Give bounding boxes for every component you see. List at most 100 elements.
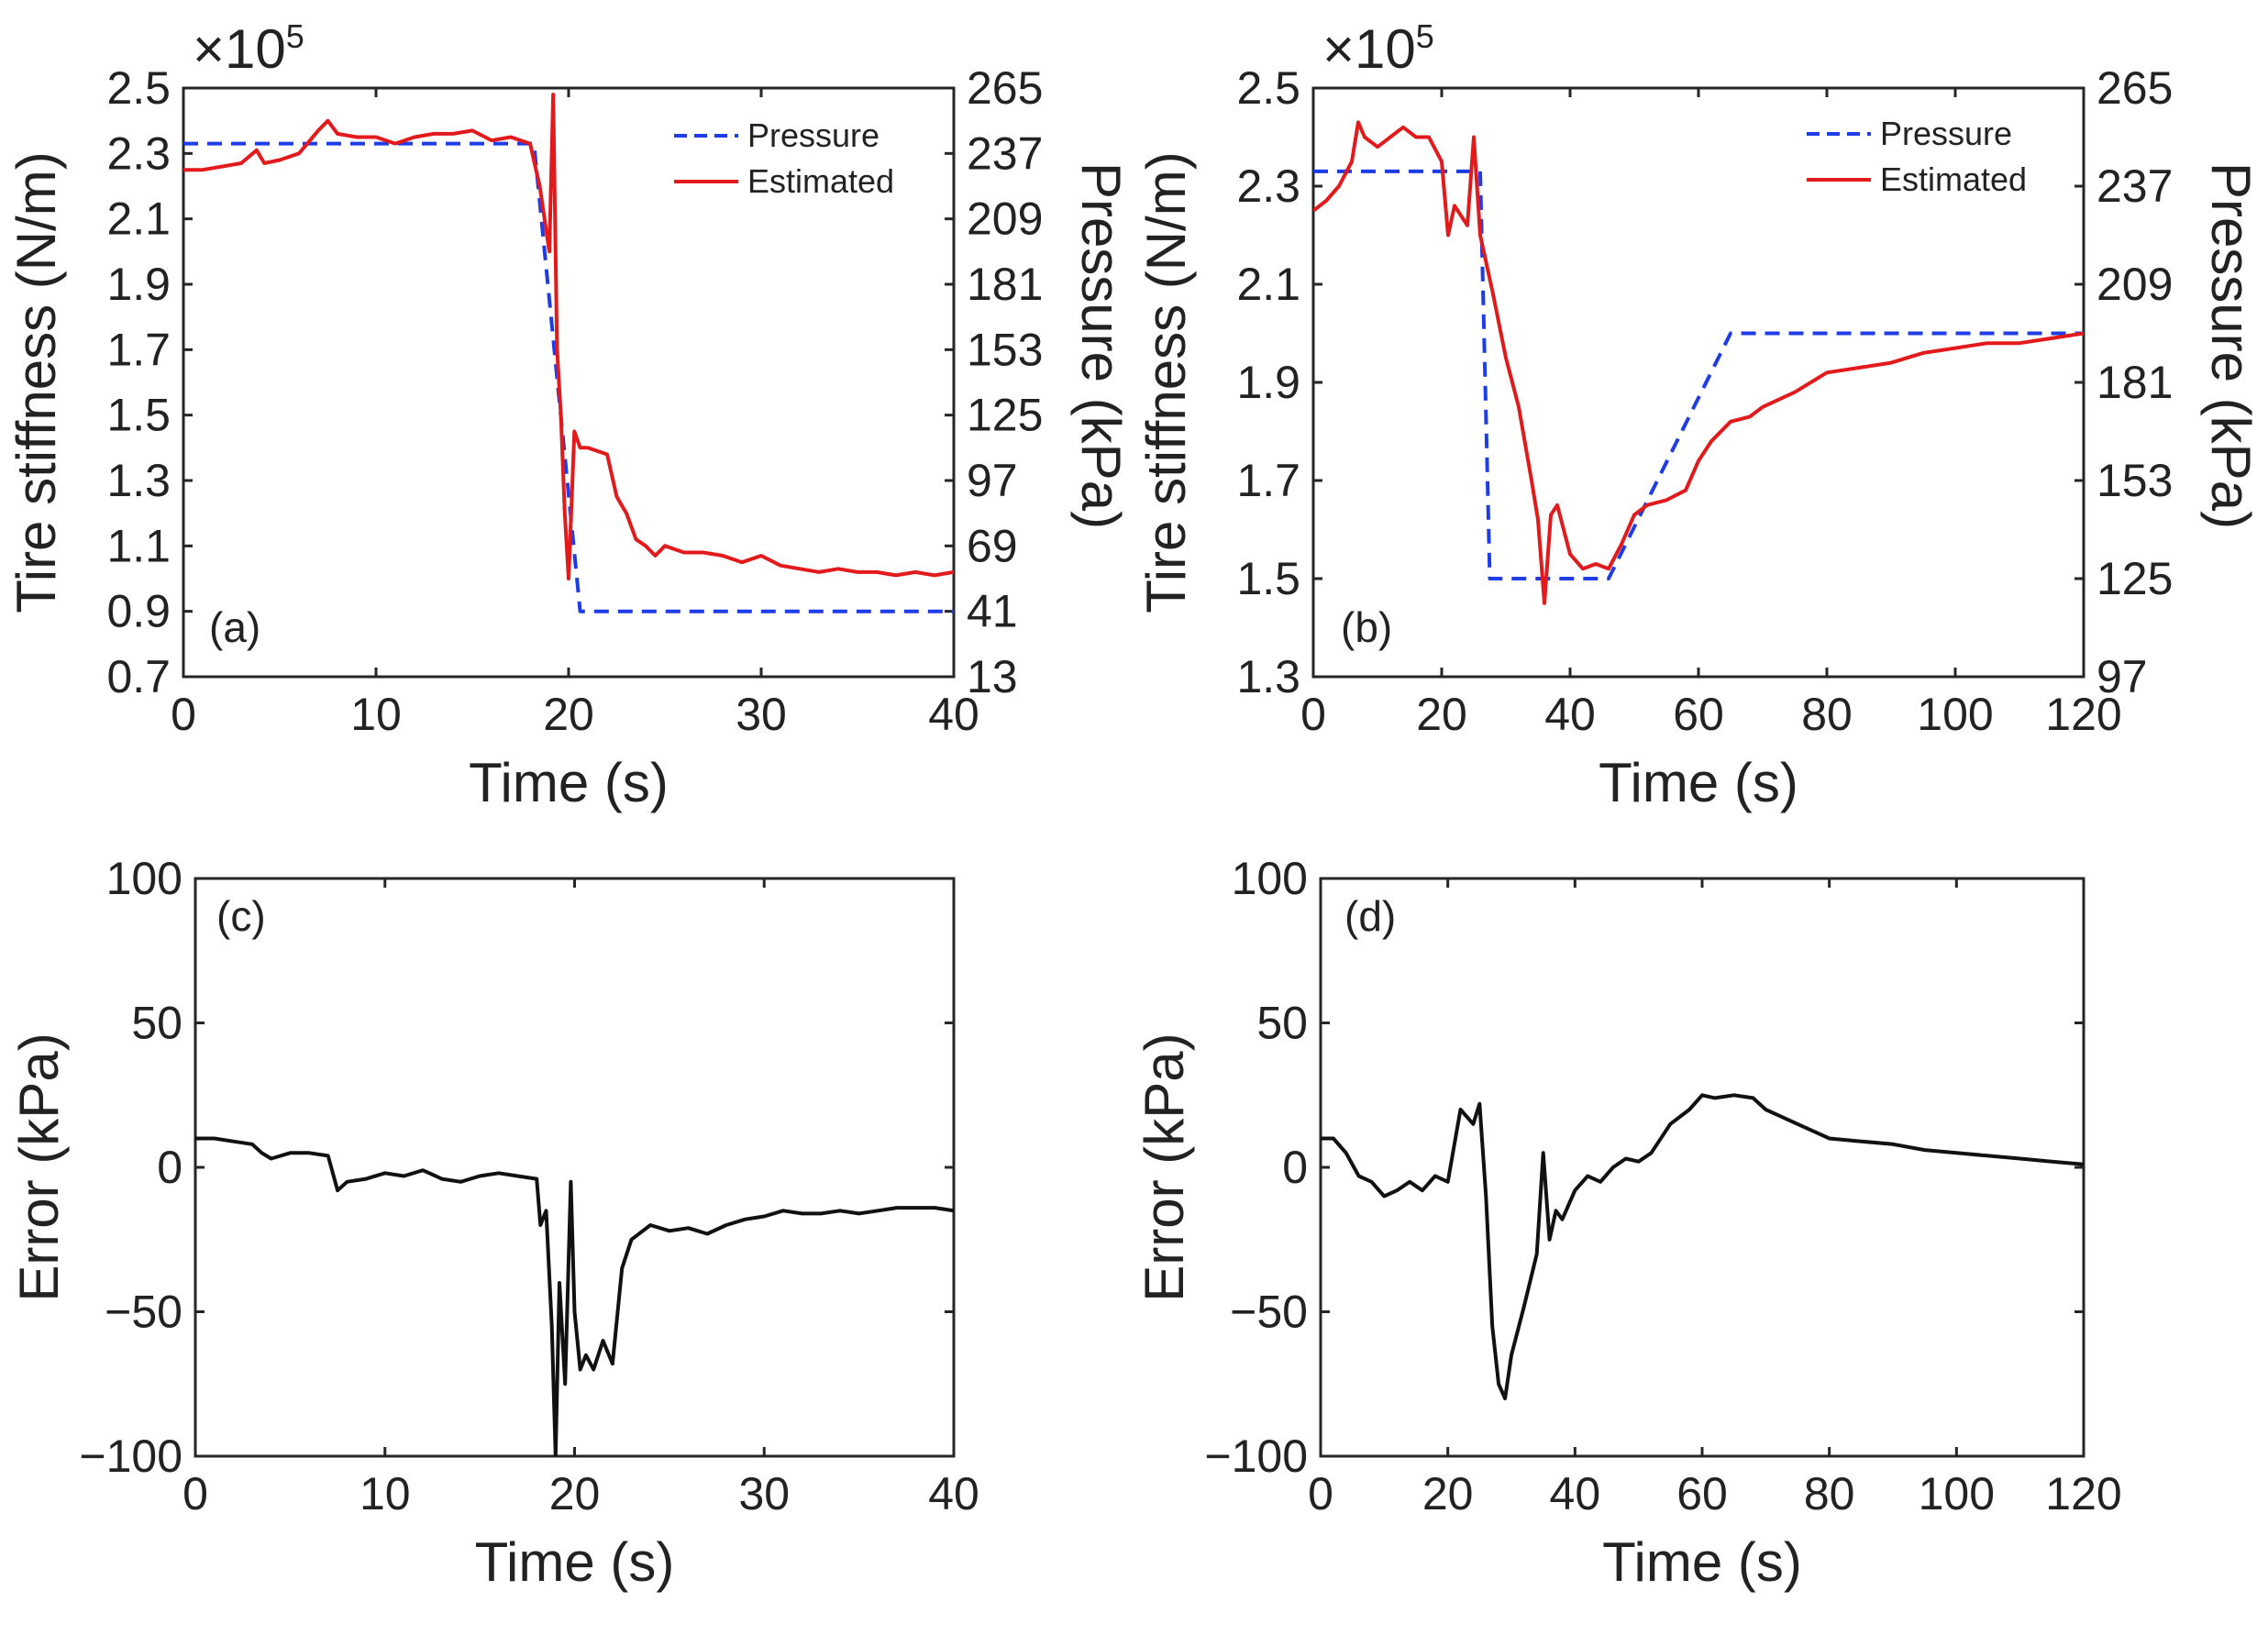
series-line-estimated (1313, 120, 2084, 605)
exponent-base: ×10 (193, 18, 286, 80)
chart-legend: Pressure Estimated (674, 116, 894, 200)
y-tick-label: 1.3 (1236, 651, 1300, 702)
x-axis-label: Time (s) (1602, 1531, 1802, 1593)
y2-tick-label: 69 (967, 520, 1018, 571)
panel-tag: (c) (216, 892, 266, 940)
y2-tick-label: 237 (2097, 160, 2173, 212)
y-tick-label: 1.3 (106, 455, 171, 506)
panel-tag: (d) (1344, 892, 1396, 940)
x-tick-label: 0 (171, 689, 196, 740)
y2-tick-label: 125 (2097, 553, 2173, 604)
x-tick-label: 40 (1544, 689, 1596, 740)
y-tick-label: 50 (131, 998, 183, 1049)
y-tick-label: −100 (79, 1431, 183, 1482)
y-tick-label: 1.9 (1236, 357, 1300, 408)
y2-tick-label: 237 (967, 127, 1043, 179)
x-tick-label: 40 (928, 689, 979, 740)
y-tick-label: 1.5 (106, 390, 171, 441)
y2-tick-label: 41 (967, 586, 1018, 637)
chart-panel-b: 0 20 40 60 80 100 120 1.3 1.5 1.7 1.9 2.1 2.3 2.5 97 12… (1135, 17, 2262, 813)
y-tick-label: −100 (1204, 1431, 1308, 1482)
y2-tick-label: 265 (967, 62, 1043, 114)
series-line-estimated (183, 93, 954, 580)
y-tick-label: 0 (1282, 1142, 1308, 1193)
y2-tick-label: 153 (967, 324, 1043, 375)
x-tick-label: 30 (738, 1468, 790, 1519)
x-axis-label: Time (s) (1599, 752, 1798, 813)
x-tick-label: 10 (360, 1468, 411, 1519)
y2-tick-label: 13 (967, 651, 1018, 702)
y2-tick-label: 97 (967, 455, 1018, 506)
x-tick-label: 20 (549, 1468, 601, 1519)
chart-panel-d: 0 20 40 60 80 100 120 −100 −50 0 50 100 Time (s) Erro… (1134, 853, 2122, 1593)
series-line-error (1321, 1093, 2084, 1400)
x-tick-label: 30 (736, 689, 787, 740)
x-tick-label: 0 (1300, 689, 1326, 740)
y2-tick-label: 97 (2097, 651, 2148, 702)
y2-tick-label: 153 (2097, 455, 2173, 506)
y2-tick-label: 209 (967, 193, 1043, 245)
y2-tick-label: 265 (2097, 62, 2173, 114)
y-tick-label: −50 (105, 1287, 183, 1338)
y-tick-label: 2.1 (1236, 259, 1300, 310)
axis-exponent: ×105 (1322, 17, 1434, 80)
y-tick-label: 0.9 (106, 586, 171, 637)
exponent-power: 5 (1416, 17, 1434, 55)
y-tick-label: 1.1 (106, 520, 171, 571)
y-tick-label: 2.5 (106, 62, 171, 114)
y-tick-label: 1.5 (1236, 553, 1300, 604)
x-tick-label: 20 (1422, 1468, 1474, 1519)
y-axis-label: Tire stiffness (N/m) (6, 151, 67, 613)
x-axis-label: Time (s) (469, 752, 669, 813)
y2-tick-label: 209 (2097, 259, 2173, 310)
y-tick-label: 1.7 (106, 324, 171, 375)
x-tick-label: 60 (1676, 1468, 1728, 1519)
x-tick-label: 10 (350, 689, 402, 740)
chart-panel-c: 0 10 20 30 40 −100 −50 0 50 100 Time (s) Error (kPa… (8, 853, 979, 1593)
chart-legend: Pressure Estimated (1807, 115, 2027, 198)
x-tick-label: 80 (1801, 689, 1853, 740)
panel-tag: (a) (209, 603, 260, 651)
y2-tick-label: 125 (967, 390, 1043, 441)
exponent-base: ×10 (1322, 18, 1416, 80)
y-tick-label: 1.9 (106, 259, 171, 310)
y-tick-label: 2.3 (106, 127, 171, 179)
y-tick-label: −50 (1230, 1287, 1308, 1338)
plot-frame-d (1319, 877, 2085, 1458)
y-tick-label: 2.1 (106, 193, 171, 245)
y-tick-label: 100 (1232, 853, 1308, 904)
y2-tick-label: 181 (2097, 357, 2173, 408)
y-tick-label: 1.7 (1236, 455, 1300, 506)
y-axis-label: Error (kPa) (8, 1033, 70, 1301)
y-tick-label: 100 (106, 853, 183, 904)
x-tick-label: 0 (183, 1468, 208, 1519)
axis-exponent: ×105 (193, 17, 304, 80)
chart-panel-a: 0 10 20 30 40 0.7 0.9 1.1 1.3 1.5 1.7 1.9 2.1 2.3 2.5 1… (6, 17, 1132, 813)
y-tick-label: 0 (157, 1142, 183, 1193)
x-tick-label: 60 (1673, 689, 1724, 740)
legend-estimated-label: Estimated (1880, 160, 2027, 198)
x-tick-label: 40 (928, 1468, 979, 1519)
y2-axis-label: Pressure (kPa) (2200, 162, 2262, 529)
y2-tick-label: 181 (967, 259, 1043, 310)
panel-tag: (b) (1341, 603, 1392, 651)
y-axis-label: Error (kPa) (1134, 1033, 1195, 1301)
y-tick-label: 50 (1256, 998, 1308, 1049)
y-tick-label: 2.3 (1236, 160, 1300, 212)
x-tick-label: 20 (543, 689, 594, 740)
series-line-error (195, 1136, 954, 1456)
plot-frame-c (194, 877, 956, 1458)
x-axis-label: Time (s) (475, 1531, 675, 1593)
exponent-power: 5 (286, 17, 304, 55)
y-tick-label: 0.7 (106, 651, 171, 702)
x-tick-label: 40 (1550, 1468, 1601, 1519)
x-tick-label: 100 (1919, 1468, 1995, 1519)
x-tick-label: 120 (2045, 1468, 2121, 1519)
x-tick-label: 100 (1917, 689, 1993, 740)
y2-axis-label: Pressure (kPa) (1070, 162, 1132, 529)
x-tick-label: 20 (1416, 689, 1467, 740)
y-tick-label: 2.5 (1236, 62, 1300, 114)
x-tick-label: 120 (2045, 689, 2121, 740)
legend-pressure-label: Pressure (747, 116, 880, 154)
